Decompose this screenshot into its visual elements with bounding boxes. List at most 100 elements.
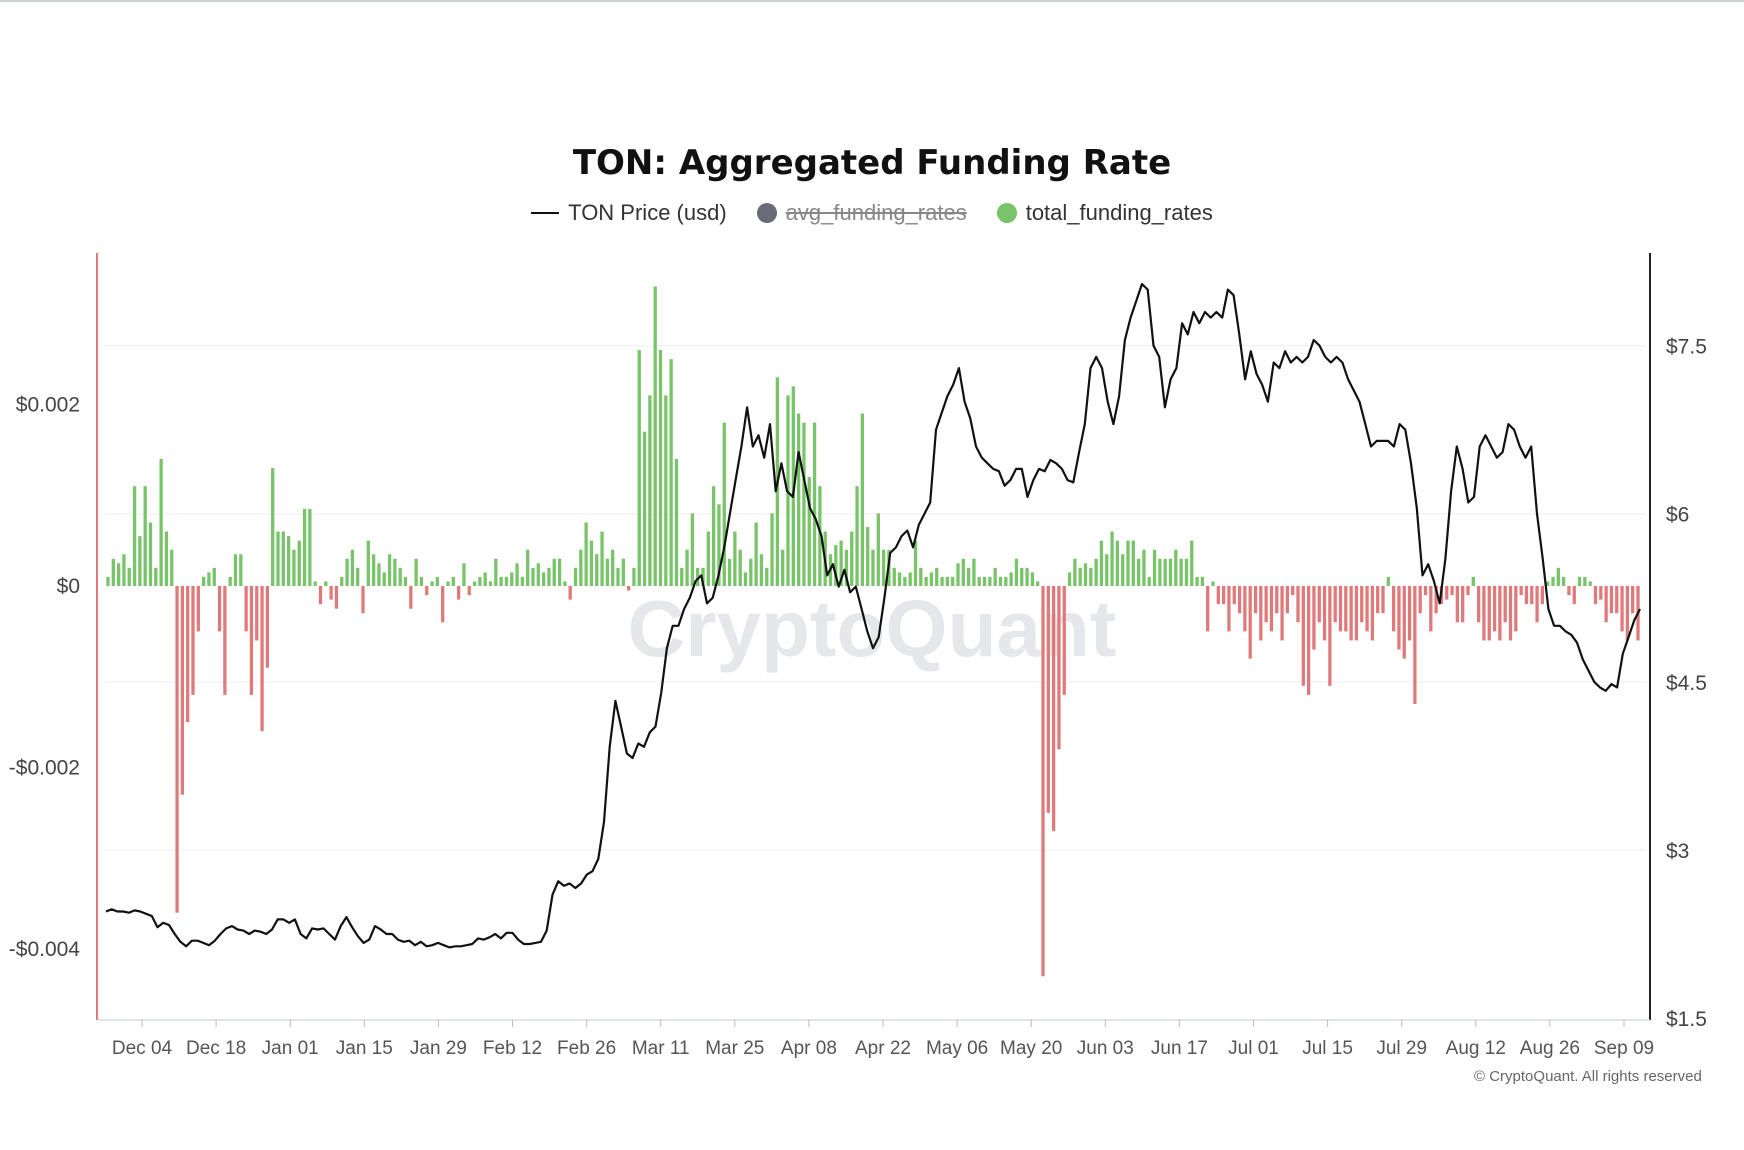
funding-bar bbox=[138, 536, 142, 586]
funding-bar bbox=[1381, 586, 1385, 614]
funding-bar bbox=[398, 567, 402, 586]
funding-bar bbox=[1067, 572, 1072, 586]
funding-bar bbox=[164, 531, 169, 586]
funding-bar bbox=[1609, 586, 1614, 614]
funding-bar bbox=[1450, 586, 1454, 596]
funding-bar bbox=[1275, 586, 1279, 614]
x-tick-label: Apr 08 bbox=[781, 1038, 837, 1059]
funding-bar bbox=[770, 513, 774, 586]
funding-bar bbox=[616, 567, 620, 586]
funding-bar bbox=[839, 540, 843, 587]
funding-bar bbox=[441, 586, 445, 623]
funding-bar bbox=[733, 531, 737, 586]
legend-item-ton-price[interactable]: TON Price (usd) bbox=[531, 200, 727, 226]
funding-bar bbox=[589, 540, 594, 587]
funding-bar bbox=[711, 486, 716, 586]
y-left-tick-label: -$0.004 bbox=[9, 938, 81, 961]
funding-bar bbox=[244, 586, 248, 632]
funding-bar bbox=[1593, 586, 1598, 605]
funding-bar bbox=[1121, 554, 1125, 586]
funding-bar bbox=[1588, 581, 1592, 586]
funding-bar bbox=[154, 567, 158, 586]
funding-bar bbox=[706, 531, 710, 586]
funding-bar bbox=[1413, 586, 1417, 704]
funding-bar bbox=[892, 567, 896, 586]
funding-bar bbox=[292, 549, 296, 586]
funding-bar bbox=[637, 350, 641, 586]
funding-bar bbox=[196, 586, 200, 632]
legend-item-avg-funding-rates[interactable]: avg_funding_rates bbox=[756, 200, 967, 226]
funding-bar bbox=[1020, 567, 1024, 586]
funding-bar bbox=[1476, 586, 1481, 623]
funding-bar bbox=[1365, 586, 1369, 632]
x-tick-label: Aug 26 bbox=[1520, 1038, 1580, 1059]
funding-bar bbox=[1259, 586, 1263, 641]
line-swatch-icon bbox=[531, 212, 560, 214]
funding-bar bbox=[1078, 567, 1082, 586]
funding-bar bbox=[233, 554, 238, 586]
funding-bar bbox=[743, 572, 748, 586]
funding-bar bbox=[499, 576, 503, 586]
funding-bar bbox=[1158, 558, 1162, 586]
funding-bar bbox=[754, 522, 758, 586]
funding-bar bbox=[1269, 586, 1274, 632]
funding-bar bbox=[658, 350, 663, 586]
funding-bar bbox=[1391, 586, 1396, 632]
funding-bar bbox=[584, 522, 588, 586]
funding-bar bbox=[972, 558, 976, 586]
funding-bar bbox=[520, 576, 525, 586]
funding-bar bbox=[302, 508, 307, 586]
funding-bar bbox=[350, 549, 355, 586]
funding-bar bbox=[1354, 586, 1359, 641]
legend-item-total-funding-rates[interactable]: total_funding_rates bbox=[996, 200, 1213, 226]
funding-bar bbox=[281, 531, 285, 586]
x-tick-label: Aug 12 bbox=[1446, 1038, 1506, 1059]
funding-bar bbox=[1179, 558, 1183, 586]
funding-bar bbox=[435, 576, 440, 586]
funding-bar bbox=[1471, 576, 1475, 586]
x-tick-label: Mar 25 bbox=[705, 1038, 764, 1059]
funding-bar bbox=[940, 576, 944, 586]
funding-bar bbox=[318, 586, 323, 605]
x-tick-label: Dec 18 bbox=[186, 1038, 246, 1059]
funding-bar bbox=[1577, 576, 1582, 586]
funding-bar bbox=[1349, 586, 1353, 641]
funding-bar bbox=[1163, 558, 1167, 586]
funding-bar bbox=[387, 554, 392, 586]
funding-bar bbox=[1487, 586, 1491, 641]
funding-bar bbox=[1152, 549, 1157, 586]
funding-bar bbox=[1322, 586, 1327, 641]
funding-bar bbox=[1370, 586, 1375, 641]
funding-bar bbox=[1131, 540, 1135, 587]
funding-bar bbox=[223, 586, 227, 695]
funding-bar bbox=[1397, 586, 1401, 650]
funding-bar bbox=[170, 549, 174, 586]
funding-bar bbox=[563, 581, 567, 586]
funding-bar bbox=[1546, 581, 1550, 586]
funding-bar bbox=[1556, 567, 1560, 586]
dot-swatch-icon bbox=[756, 203, 777, 223]
x-tick-label: May 06 bbox=[926, 1038, 988, 1059]
funding-bar bbox=[1508, 586, 1513, 641]
funding-bar bbox=[961, 558, 965, 586]
x-tick-label: Feb 26 bbox=[557, 1038, 616, 1059]
funding-bar bbox=[595, 554, 599, 586]
funding-bar bbox=[1429, 586, 1433, 632]
funding-bar bbox=[1296, 586, 1300, 623]
funding-bar bbox=[228, 576, 232, 586]
funding-bar bbox=[1312, 586, 1316, 650]
funding-bar bbox=[1461, 586, 1465, 623]
x-tick-label: Jun 17 bbox=[1151, 1038, 1208, 1059]
funding-bar bbox=[1264, 586, 1268, 623]
funding-bar bbox=[1168, 558, 1173, 586]
legend-label-total-funding-rates: total_funding_rates bbox=[1025, 200, 1213, 225]
chart-title: TON: Aggregated Funding Rate bbox=[572, 143, 1172, 183]
funding-bar bbox=[876, 513, 880, 586]
funding-bar bbox=[122, 554, 126, 586]
funding-bar bbox=[977, 576, 981, 586]
top-border bbox=[0, 0, 1744, 2]
x-tick-label: Jan 15 bbox=[336, 1038, 393, 1059]
y-right-tick-label: $3 bbox=[1666, 840, 1689, 863]
funding-bar bbox=[1551, 576, 1555, 586]
funding-bar bbox=[1126, 540, 1130, 587]
